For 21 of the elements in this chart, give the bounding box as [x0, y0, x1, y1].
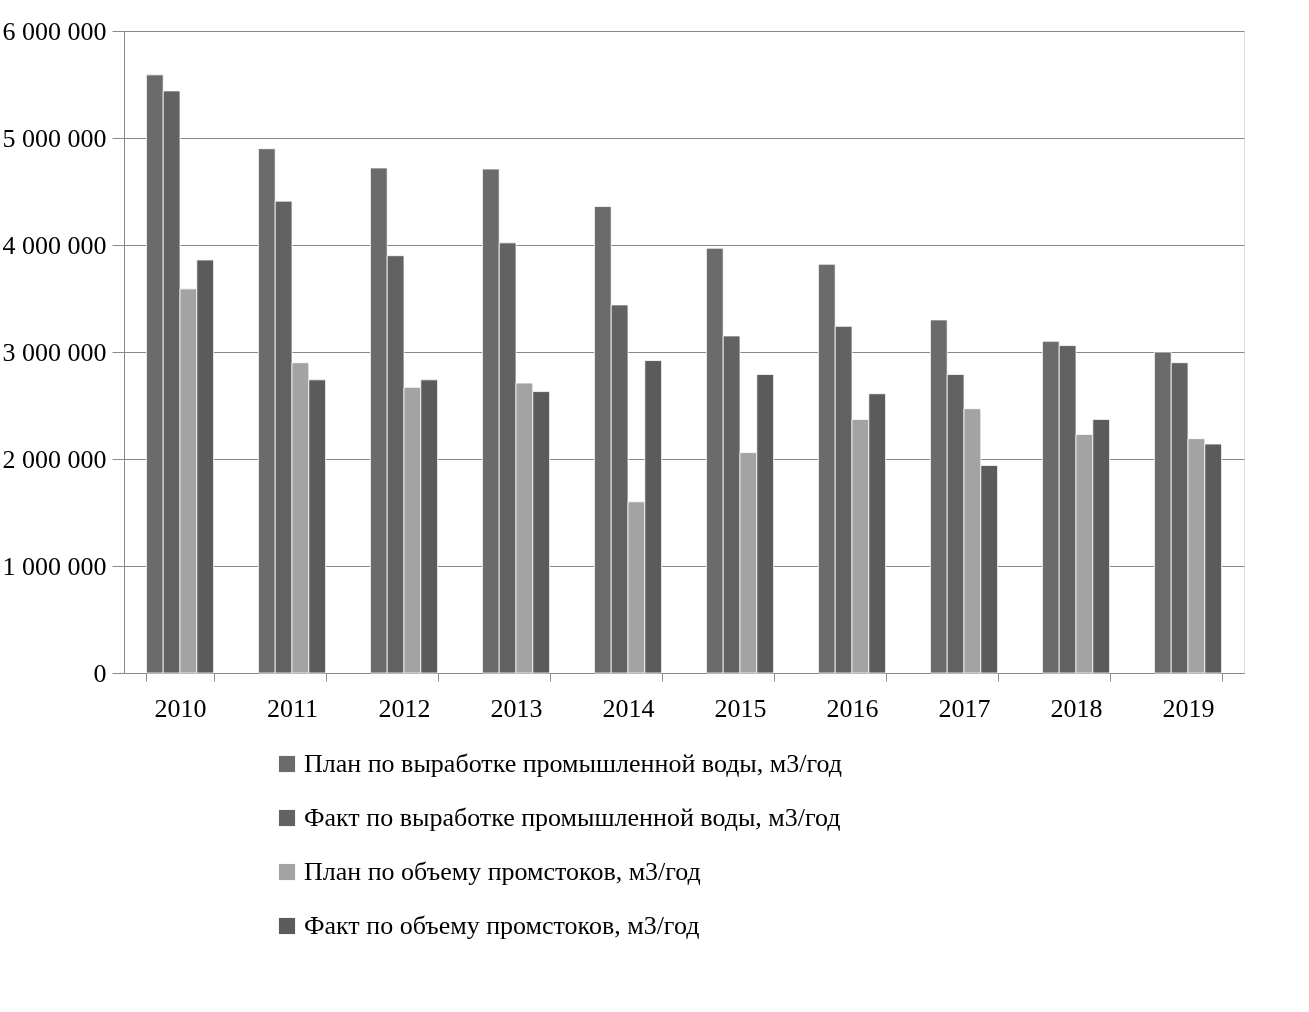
x-tick-label: 2011: [266, 693, 319, 723]
y-tick-label: 3 000 000: [2, 337, 107, 367]
x-tick-label: 2018: [1050, 693, 1103, 723]
y-tick-label: 1 000 000: [2, 551, 107, 581]
x-tick-label: 2019: [1162, 693, 1215, 723]
x-tick-label: 2016: [826, 693, 879, 723]
y-tick-label: 6 000 000: [2, 16, 107, 46]
y-tick-label: 2 000 000: [2, 444, 107, 474]
x-tick-label: 2012: [378, 693, 431, 723]
y-tick-label: 0: [93, 658, 107, 688]
legend-label: План по объему промстоков, м3/год: [304, 857, 701, 886]
legend-label: План по выработке промышленной воды, м3/год: [304, 749, 843, 778]
x-tick-label: 2017: [938, 693, 991, 723]
x-tick-label: 2014: [602, 693, 655, 723]
x-tick-label: 2015: [714, 693, 767, 723]
legend-label: Факт по объему промстоков, м3/год: [304, 911, 700, 940]
y-tick-label: 4 000 000: [2, 230, 107, 260]
legend-label: Факт по выработке промышленной воды, м3/год: [304, 803, 841, 832]
y-tick-label: 5 000 000: [2, 123, 107, 153]
x-tick-label: 2010: [154, 693, 207, 723]
x-tick-label: 2013: [490, 693, 543, 723]
